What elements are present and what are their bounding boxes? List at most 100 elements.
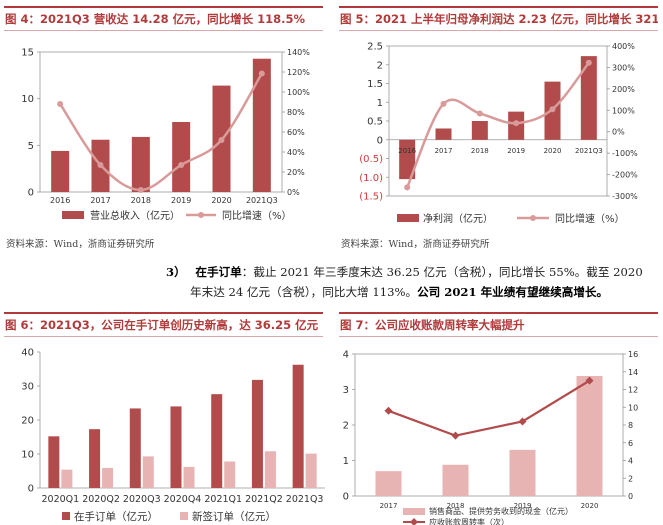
fig4-right-tick-label: 100% <box>287 88 310 97</box>
fig5-left-tick-label: (1.5) <box>359 192 383 203</box>
paragraph-number: 3） <box>166 265 186 279</box>
fig4-right-tick-label: 60% <box>287 128 305 137</box>
fig5-right-tick-label: 400% <box>612 42 635 51</box>
fig7-left-tick-label: 3 <box>343 385 349 396</box>
fig7-legend-line-marker <box>410 518 418 525</box>
fig5-growth-point <box>585 59 592 66</box>
fig5-left-tick-label: 2 <box>377 60 383 71</box>
fig5-x-tick-label: 2019 <box>507 147 525 155</box>
fig6-new-order-bar <box>61 469 73 488</box>
order-paragraph-line1: 3） 在手订单：截止 2021 年三季度末达 36.25 亿元（含税），同比增长… <box>166 262 643 282</box>
fig7-x-tick-label: 2019 <box>514 502 532 510</box>
fig5-right-tick-label: -300% <box>612 192 638 201</box>
fig6-legend-new-label: 新签订单（亿元） <box>192 510 276 523</box>
fig7-legend-bar-swatch <box>403 508 425 515</box>
fig5-right-tick-label: 200% <box>612 85 635 94</box>
fig6-backlog-bar <box>89 429 101 488</box>
fig7-right-tick-label: 8 <box>628 421 633 430</box>
fig5-growth-point <box>440 100 447 107</box>
fig4-left-tick-label: 0 <box>28 188 34 199</box>
fig4-source: 资料来源：Wind，浙商证券研究所 <box>6 239 155 250</box>
fig5-profit-bar <box>435 128 452 140</box>
fig4-x-tick-label: 2016 <box>50 196 70 205</box>
fig5-left-tick-label: 1.5 <box>367 79 383 90</box>
fig4-growth-point <box>97 162 104 168</box>
fig5-x-tick-label: 2017 <box>435 147 453 155</box>
fig6-left-tick-label: 10 <box>21 450 34 461</box>
fig7-turnover-point <box>585 376 594 385</box>
fig4-right-tick-label: 120% <box>287 68 310 77</box>
fig5-legend-bar-label: 净利润（亿元） <box>423 212 493 225</box>
fig6-new-order-bar <box>142 456 154 488</box>
fig5-title: 图 5：2021 上半年归母净利润达 2.23 亿元，同比增长 321.6% <box>339 6 658 31</box>
fig4-growth-point <box>137 187 144 193</box>
fig4-growth-point <box>178 162 185 168</box>
fig6-x-tick-label: 2021Q2 <box>245 494 283 505</box>
fig6-new-order-bar <box>102 467 114 488</box>
fig5-left-tick-label: 0 <box>377 135 383 146</box>
fig4-revenue-bar <box>172 122 191 192</box>
fig5-left-tick-label: (1.0) <box>359 173 383 184</box>
fig5-right-tick-label: -100% <box>612 149 638 158</box>
fig5-legend-line-label: 同比增速（%） <box>555 212 625 225</box>
fig6-x-tick-label: 2021Q1 <box>204 494 242 505</box>
fig5-growth-point <box>476 110 483 117</box>
fig4-legend-line-marker <box>198 212 204 218</box>
fig7-right-tick-label: 0 <box>628 492 633 501</box>
fig6-x-tick-label: 2020Q2 <box>82 494 120 505</box>
fig5-x-tick-label: 2016 <box>398 147 416 155</box>
fig4-right-tick-label: 40% <box>287 148 305 157</box>
fig7-left-tick-label: 4 <box>343 350 349 361</box>
fig4-right-tick-label: 80% <box>287 108 305 117</box>
fig6-backlog-bar <box>129 408 141 488</box>
fig4-x-tick-label: 2017 <box>90 196 110 205</box>
fig6-new-order-bar <box>224 461 236 488</box>
fig4-revenue-bar <box>51 150 70 192</box>
fig7-turnover-point <box>384 406 393 415</box>
fig5-profit-bar <box>580 56 597 140</box>
fig7-cash-bar <box>442 464 469 496</box>
fig6-new-order-bar <box>183 466 195 488</box>
fig5-right-tick-label: -200% <box>612 171 638 180</box>
fig4-title: 图 4：2021Q3 营收达 14.28 亿元，同比增长 118.5% <box>4 6 323 31</box>
fig7-legend-bar-label: 销售商品、提供劳务收到的现金（亿元） <box>429 506 573 516</box>
fig4-revenue-bar <box>131 136 150 192</box>
fig5-left-tick-label: (0.5) <box>359 154 383 165</box>
fig4-right-tick-label: 20% <box>287 168 305 177</box>
fig7-right-tick-label: 12 <box>628 386 638 395</box>
fig6-new-order-bar <box>305 453 317 488</box>
fig6-left-tick-label: 0 <box>28 484 34 495</box>
fig4-x-tick-label: 2021Q3 <box>246 196 278 205</box>
fig5-profit-bar <box>471 121 488 140</box>
fig4-right-tick-label: 0% <box>287 188 300 197</box>
fig6-backlog-bar <box>211 394 223 488</box>
fig4-growth-point <box>218 137 225 143</box>
fig7-right-tick-label: 16 <box>628 350 638 359</box>
fig7-right-tick-label: 4 <box>628 457 633 466</box>
fig5-growth-point <box>404 184 411 191</box>
fig6-backlog-bar <box>170 406 182 488</box>
fig5-legend-line-marker <box>530 215 536 221</box>
fig4-right-tick-label: 140% <box>287 48 310 57</box>
fig6-x-tick-label: 2020Q1 <box>42 494 80 505</box>
fig4-legend-bar-label: 营业总收入（亿元） <box>90 209 180 222</box>
fig7-cash-bar <box>576 376 603 496</box>
fig4-x-tick-label: 2018 <box>131 196 151 205</box>
fig7-legend-line-label: 应收账款周转率（次） <box>429 517 509 525</box>
fig7-right-tick-label: 10 <box>628 403 638 412</box>
fig4-growth-point <box>258 70 265 77</box>
order-paragraph-line2: 年末达 24 亿元（含税），同比大增 113%。公司 2021 年业绩有望继续高… <box>190 282 608 302</box>
fig7-turnover-point <box>518 417 527 426</box>
fig4-revenue-bar <box>252 58 271 192</box>
fig6-x-tick-label: 2020Q3 <box>123 494 161 505</box>
fig5-chart: (1.5) (1.0) (0.5) 0 0.5 1 1.5 2 2.5 -300% -200% -10… <box>359 42 638 226</box>
fig5-growth-point <box>549 106 556 113</box>
fig6-legend-backlog-swatch <box>62 512 70 520</box>
fig7-right-tick-label: 2 <box>628 474 633 483</box>
fig4-legend-line-label: 同比增速（%） <box>222 209 292 222</box>
plot-frame <box>39 51 283 193</box>
fig6-backlog-bar <box>48 436 60 488</box>
fig6-new-order-bar <box>264 451 276 488</box>
